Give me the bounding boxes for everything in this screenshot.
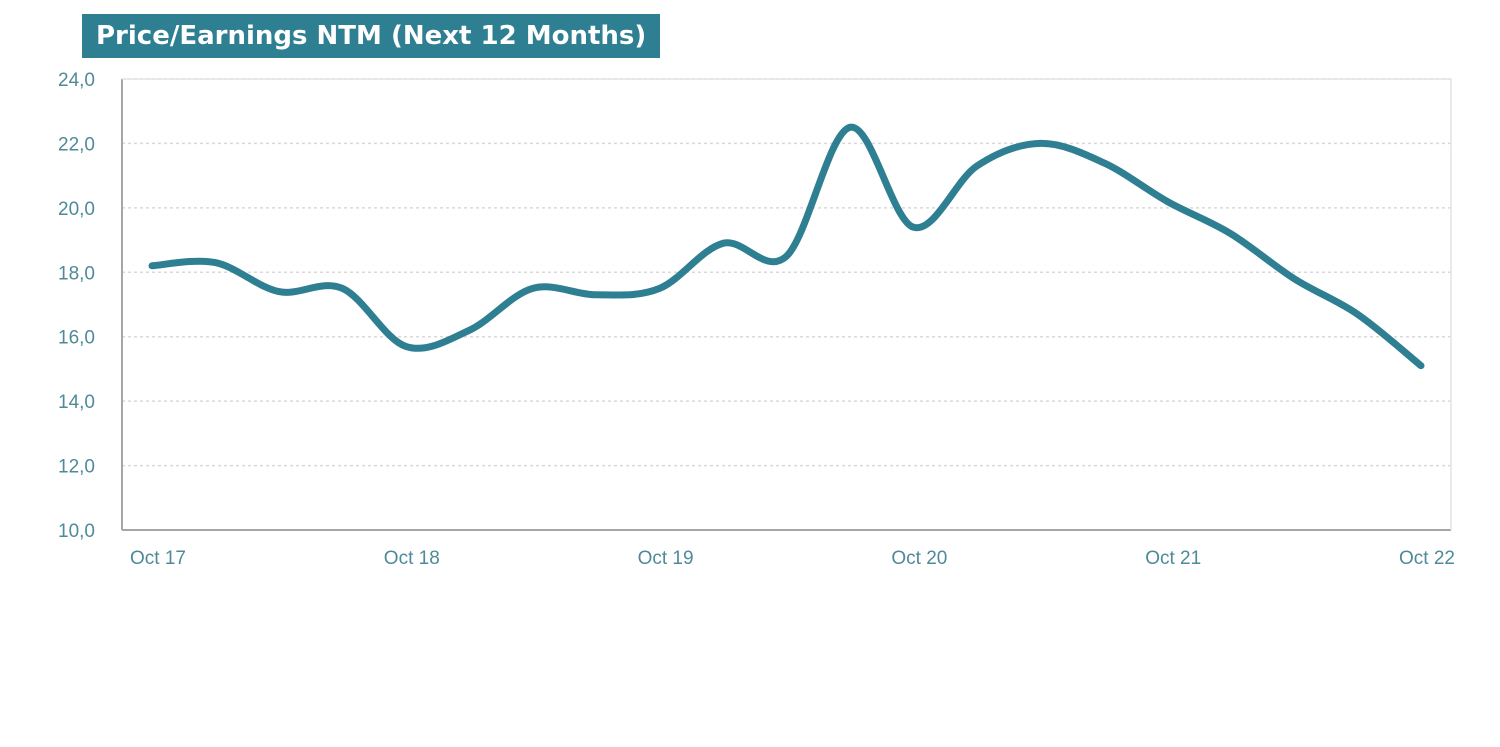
data-point: [1227, 230, 1234, 237]
x-axis-ticks: Oct 17 Oct 18 Oct 19 Oct 20 Oct 21 Oct 22: [130, 548, 1455, 569]
x-tick-label: Oct 22: [1399, 548, 1455, 569]
data-point: [1291, 275, 1298, 282]
x-tick-label: Oct 19: [638, 548, 694, 569]
data-point: [1418, 362, 1424, 369]
data-point: [212, 259, 219, 266]
data-point: [720, 240, 727, 247]
data-point: [783, 253, 790, 260]
y-tick-label: 20,0: [58, 199, 95, 220]
data-point: [149, 262, 155, 269]
data-point: [529, 285, 536, 292]
y-tick-label: 12,0: [58, 457, 95, 478]
series-line: [148, 123, 1425, 370]
y-tick-label: 10,0: [58, 521, 95, 542]
data-point: [1164, 198, 1171, 205]
chart-title: Price/Earnings NTM (Next 12 Months): [82, 14, 661, 58]
data-point: [973, 162, 980, 169]
data-point: [910, 224, 917, 231]
x-tick-label: Oct 21: [1145, 548, 1201, 569]
data-point: [846, 124, 853, 131]
data-point: [1100, 159, 1107, 166]
axes: [121, 78, 1452, 531]
x-tick-label: Oct 17: [130, 548, 186, 569]
data-point: [1354, 311, 1361, 318]
y-tick-label: 22,0: [58, 134, 95, 155]
data-point: [593, 291, 600, 298]
y-tick-label: 16,0: [58, 328, 95, 349]
y-tick-label: 24,0: [58, 70, 95, 91]
y-tick-label: 18,0: [58, 263, 95, 284]
x-tick-label: Oct 18: [384, 548, 440, 569]
gridlines: [122, 78, 1451, 467]
y-axis-ticks: 10,0 12,0 14,0 16,0 18,0 20,0 22,0 24,0: [58, 70, 95, 542]
data-point: [275, 288, 282, 295]
data-point: [339, 285, 346, 292]
y-tick-label: 14,0: [58, 392, 95, 413]
data-point: [656, 285, 663, 292]
data-point: [1037, 140, 1044, 147]
data-point: [402, 343, 409, 350]
x-tick-label: Oct 20: [891, 548, 947, 569]
data-point: [466, 327, 473, 334]
series-layer: [148, 123, 1425, 370]
